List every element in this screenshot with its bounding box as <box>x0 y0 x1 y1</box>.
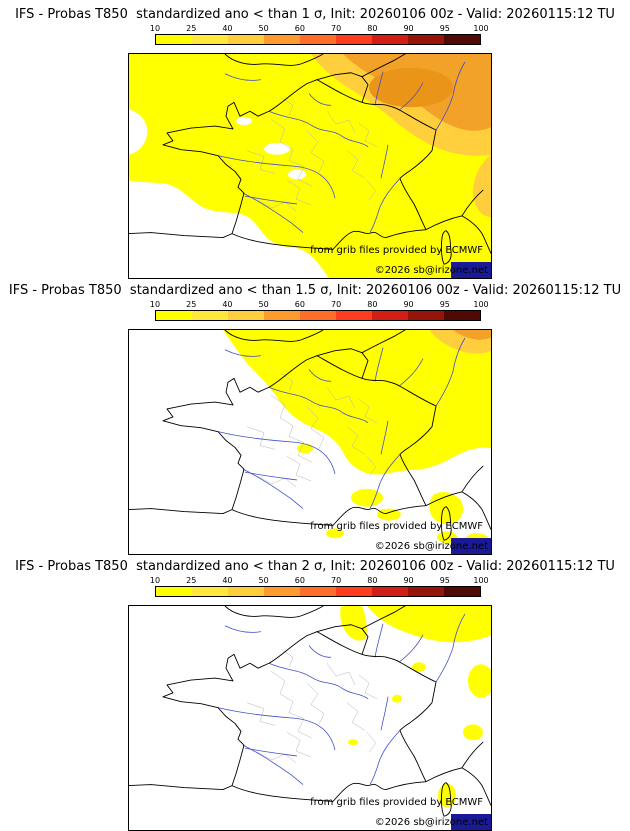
map-svg-sigma-1-5 <box>129 330 491 554</box>
brand-logo-box <box>451 538 491 554</box>
colorbar-tick: 25 <box>186 24 197 33</box>
probability-shading-lt15 <box>129 330 491 554</box>
colorbar-ticks: 10 25 40 50 60 70 80 90 95 100 <box>150 300 489 310</box>
colorbar-tick: 100 <box>473 300 489 309</box>
colorbar-tick: 95 <box>439 576 450 585</box>
colorbar-tick: 95 <box>439 24 450 33</box>
copyright-text: ©2026 sb@irizone.net <box>374 817 488 828</box>
copyright-text: ©2026 sb@irizone.net <box>374 541 488 552</box>
colorbar-tick: 50 <box>258 24 269 33</box>
colorbar-tick: 90 <box>403 24 414 33</box>
attribution-text: from grib files provided by ECMWF <box>310 521 483 532</box>
colorbar-tick: 70 <box>331 576 342 585</box>
colorbar: 10 25 40 50 60 70 80 90 95 100 <box>150 24 489 45</box>
panel-sigma-2: IFS - Probas T850 standardized ano < tha… <box>0 555 630 831</box>
map-svg-sigma-2 <box>129 606 491 830</box>
colorbar-gradient <box>155 310 481 321</box>
colorbar-tick: 90 <box>403 576 414 585</box>
brand-logo-box <box>451 262 491 278</box>
colorbar-tick: 100 <box>473 576 489 585</box>
map-sigma-1-5: from grib files provided by ECMWF ©2026 … <box>128 329 492 555</box>
attribution-text: from grib files provided by ECMWF <box>310 797 483 808</box>
colorbar-tick: 10 <box>149 576 161 585</box>
panel-title: IFS - Probas T850 standardized ano < tha… <box>15 7 615 22</box>
colorbar-gradient <box>155 586 481 597</box>
colorbar-tick: 25 <box>186 576 197 585</box>
panel-title: IFS - Probas T850 standardized ano < tha… <box>8 283 622 298</box>
probability-shading-lt2 <box>129 606 491 830</box>
panel-sigma-1: IFS - Probas T850 standardized ano < tha… <box>0 3 630 279</box>
colorbar-tick: 40 <box>222 576 233 585</box>
map-sigma-2: from grib files provided by ECMWF ©2026 … <box>128 605 492 831</box>
colorbar-tick: 95 <box>439 300 450 309</box>
colorbar-tick: 50 <box>258 300 269 309</box>
colorbar-tick: 80 <box>367 576 378 585</box>
colorbar-tick: 40 <box>222 24 233 33</box>
panel-title: IFS - Probas T850 standardized ano < tha… <box>15 559 615 574</box>
colorbar-ticks: 10 25 40 50 60 70 80 90 95 100 <box>150 24 489 34</box>
colorbar-tick: 50 <box>258 576 269 585</box>
map-svg-sigma-1 <box>129 54 491 278</box>
colorbar-tick: 60 <box>294 576 305 585</box>
colorbar-tick: 90 <box>403 300 414 309</box>
colorbar-tick: 70 <box>331 24 342 33</box>
colorbar-tick: 100 <box>473 24 489 33</box>
attribution-text: from grib files provided by ECMWF <box>310 245 483 256</box>
brand-logo-box <box>451 814 491 830</box>
colorbar-ticks: 10 25 40 50 60 70 80 90 95 100 <box>150 576 489 586</box>
colorbar-tick: 25 <box>186 300 197 309</box>
copyright-text: ©2026 sb@irizone.net <box>374 265 488 276</box>
colorbar-tick: 60 <box>294 300 305 309</box>
colorbar: 10 25 40 50 60 70 80 90 95 100 <box>150 576 489 597</box>
colorbar-tick: 10 <box>149 300 161 309</box>
panel-sigma-1-5: IFS - Probas T850 standardized ano < tha… <box>0 279 630 555</box>
colorbar-tick: 60 <box>294 24 305 33</box>
colorbar: 10 25 40 50 60 70 80 90 95 100 <box>150 300 489 321</box>
colorbar-tick: 80 <box>367 24 378 33</box>
map-sigma-1: from grib files provided by ECMWF ©2026 … <box>128 53 492 279</box>
colorbar-tick: 70 <box>331 300 342 309</box>
colorbar-tick: 10 <box>149 24 161 33</box>
colorbar-tick: 40 <box>222 300 233 309</box>
colorbar-gradient <box>155 34 481 45</box>
colorbar-tick: 80 <box>367 300 378 309</box>
